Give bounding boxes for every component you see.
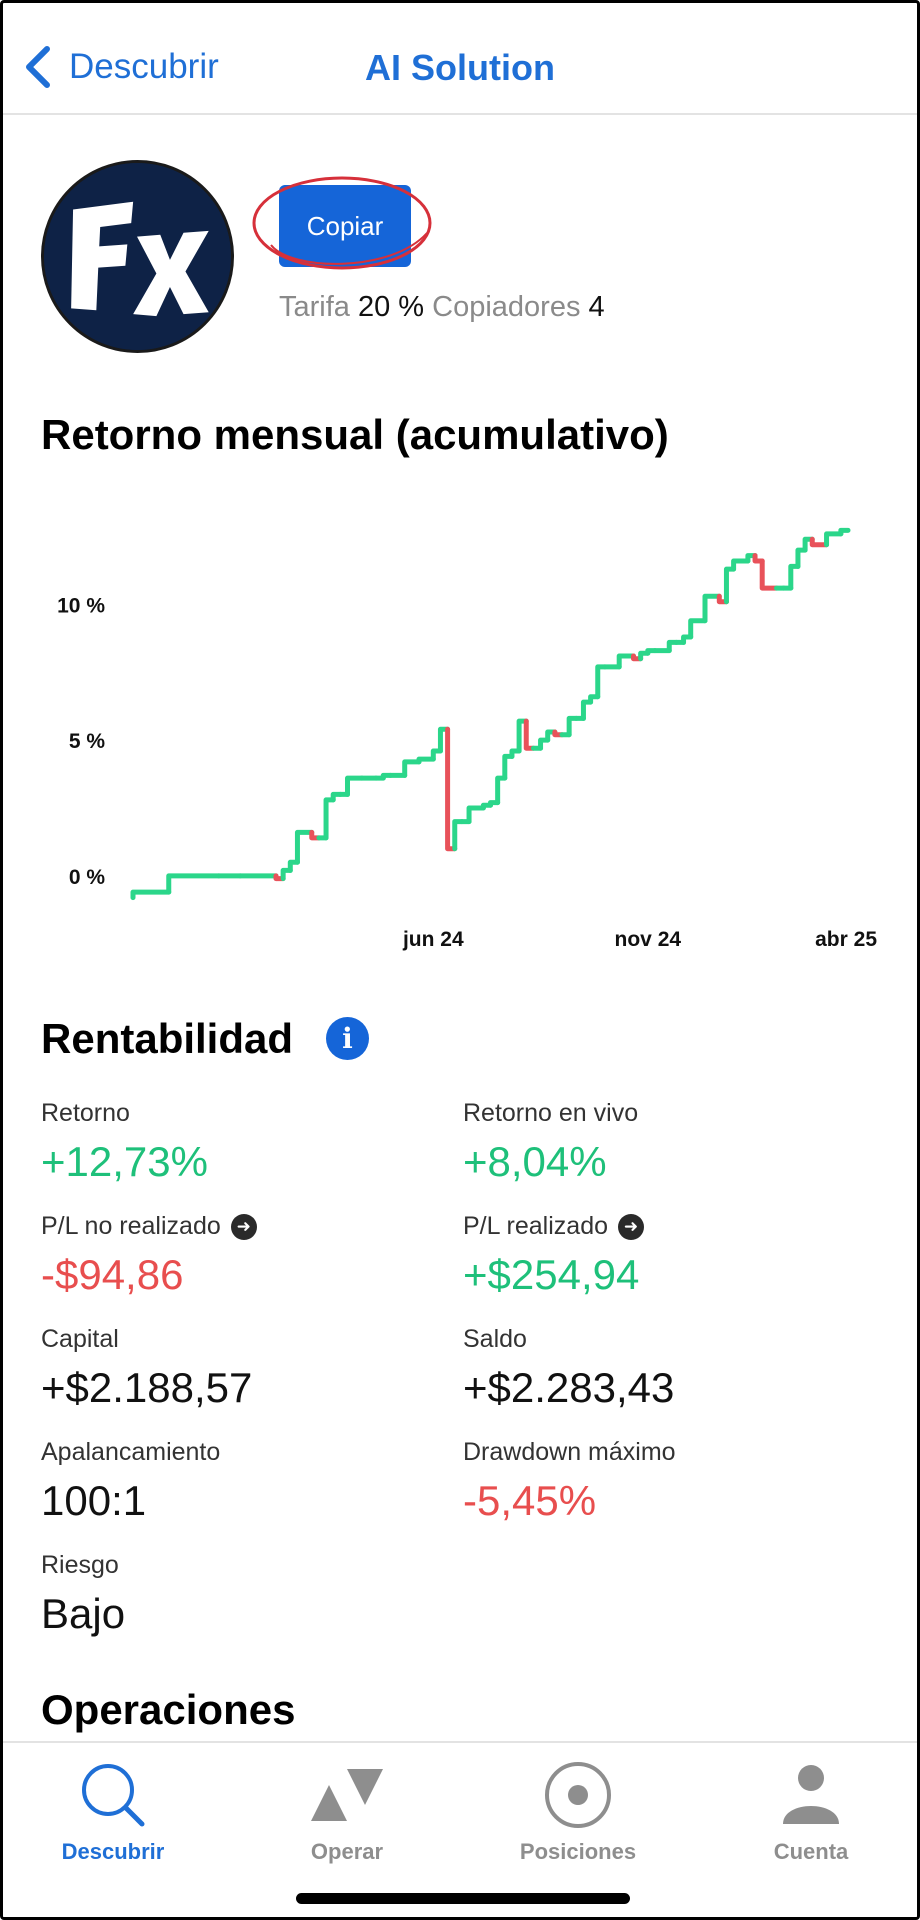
stat-value: +8,04% <box>463 1138 607 1185</box>
stat-unrealized: P/L no realizado ➜ -$94,86 <box>41 1212 257 1299</box>
stat-risk: Riesgo Bajo <box>41 1551 125 1638</box>
copy-button[interactable]: Copiar <box>279 185 411 267</box>
copiers-value: 4 <box>588 291 605 323</box>
line-segment <box>838 527 851 537</box>
tab-label: Posiciones <box>519 1839 637 1864</box>
fx-logo <box>44 163 231 350</box>
stat-label: Capital <box>41 1325 119 1353</box>
stat-value: Bajo <box>41 1590 126 1637</box>
line-segment <box>759 558 779 591</box>
chevron-left-icon <box>26 46 50 88</box>
line-segment <box>523 718 536 751</box>
stat-label: Retorno <box>41 1099 130 1127</box>
tab-cuenta[interactable]: Cuenta <box>721 1757 901 1865</box>
account-icon <box>721 1757 901 1833</box>
profitability-title: Rentabilidad <box>41 1015 294 1062</box>
line-segment <box>452 819 465 852</box>
stat-drawdown: Drawdown máximo -5,45% <box>463 1438 676 1525</box>
page-title-text: AI Solution <box>365 47 555 88</box>
page-title: AI Solution <box>3 47 917 89</box>
fee-copiers-line: Tarifa 20 % Copiadores 4 <box>279 291 605 324</box>
line-segment <box>466 805 486 825</box>
line-segment <box>416 756 436 765</box>
y-tick-label: 10 % <box>57 594 105 617</box>
trade-icon <box>257 1757 437 1833</box>
back-button[interactable]: Descubrir <box>23 43 219 91</box>
stat-value: 100:1 <box>41 1477 147 1524</box>
line-segment <box>580 699 594 721</box>
tab-label: Operar <box>310 1839 384 1864</box>
stat-label-row: P/L realizado ➜ <box>463 1212 644 1241</box>
line-segment <box>616 653 636 670</box>
line-segment <box>130 889 172 901</box>
fee-label: Tarifa <box>279 291 350 323</box>
stat-value: -$94,86 <box>41 1251 184 1298</box>
stat-value: +$254,94 <box>463 1251 640 1298</box>
line-segment <box>402 759 422 778</box>
operations-title: Operaciones <box>41 1686 296 1733</box>
stat-balance: Saldo +$2.283,43 <box>463 1325 674 1412</box>
line-segment <box>595 664 608 700</box>
stat-value: +12,73% <box>41 1138 208 1185</box>
stat-label: Retorno en vivo <box>463 1099 639 1127</box>
stat-leverage: Apalancamiento 100:1 <box>41 1438 220 1525</box>
stat-capital: Capital +$2.188,57 <box>41 1325 252 1412</box>
stat-label: Saldo <box>463 1325 527 1353</box>
stat-label: P/L realizado <box>463 1212 608 1240</box>
y-tick-label: 5 % <box>69 730 106 753</box>
line-segment <box>723 566 737 605</box>
line-segment <box>495 775 508 806</box>
tab-bar: Descubrir Operar Posiciones <box>3 1741 917 1917</box>
stat-value: +$2.283,43 <box>463 1364 675 1411</box>
line-segment <box>688 618 708 640</box>
tab-label: Descubrir <box>61 1839 165 1864</box>
tab-operar[interactable]: Operar <box>257 1757 437 1865</box>
arrow-right-icon[interactable]: ➜ <box>618 1213 644 1240</box>
stat-label: Apalancamiento <box>41 1438 221 1466</box>
line-segment <box>566 715 579 738</box>
arrow-right-icon[interactable]: ➜ <box>230 1213 257 1240</box>
stat-value: +$2.188,57 <box>41 1364 253 1411</box>
stat-label-row: P/L no realizado ➜ <box>41 1212 257 1241</box>
tab-posiciones[interactable]: Posiciones <box>488 1757 668 1865</box>
tab-descubrir[interactable]: Descubrir <box>23 1757 203 1865</box>
stat-realized: P/L realizado ➜ +$254,94 <box>463 1212 644 1299</box>
x-tick-label: abr 25 <box>815 928 877 951</box>
stat-label: Riesgo <box>41 1551 119 1579</box>
cumulative-return-chart: 0 % 5 % 10 % jun 24 nov 24 abr 25 <box>57 527 877 951</box>
strategy-avatar <box>41 160 234 353</box>
copiers-label: Copiadores <box>432 291 581 323</box>
stat-label: P/L no realizado <box>41 1212 221 1240</box>
line-segment <box>294 829 315 865</box>
y-tick-label: 0 % <box>69 866 106 889</box>
back-label: Descubrir <box>69 47 219 86</box>
stat-value: -5,45% <box>463 1477 597 1524</box>
positions-icon <box>488 1757 668 1833</box>
tab-label: Cuenta <box>773 1839 849 1864</box>
line-segment <box>788 563 801 591</box>
stat-label: Drawdown máximo <box>463 1438 676 1466</box>
nav-header: Descubrir AI Solution <box>3 3 917 115</box>
search-icon <box>23 1757 203 1833</box>
x-tick-label: jun 24 <box>402 928 464 951</box>
line-segment <box>502 753 515 781</box>
stat-return: Retorno +12,73% <box>41 1099 208 1186</box>
chart-section-title: Retorno mensual (acumulativo) <box>41 411 669 458</box>
info-icon[interactable]: i <box>326 1017 369 1060</box>
stat-live-return: Retorno en vivo +8,04% <box>463 1099 638 1186</box>
line-segment <box>824 531 844 548</box>
line-segment <box>323 797 336 841</box>
line-segment <box>795 547 808 569</box>
line-segment <box>345 775 365 797</box>
line-segment <box>809 536 830 548</box>
x-tick-label: nov 24 <box>615 928 682 951</box>
fee-value: 20 % <box>357 291 425 323</box>
line-segment <box>702 593 722 624</box>
home-indicator <box>296 1893 630 1904</box>
line-segment <box>166 873 222 895</box>
